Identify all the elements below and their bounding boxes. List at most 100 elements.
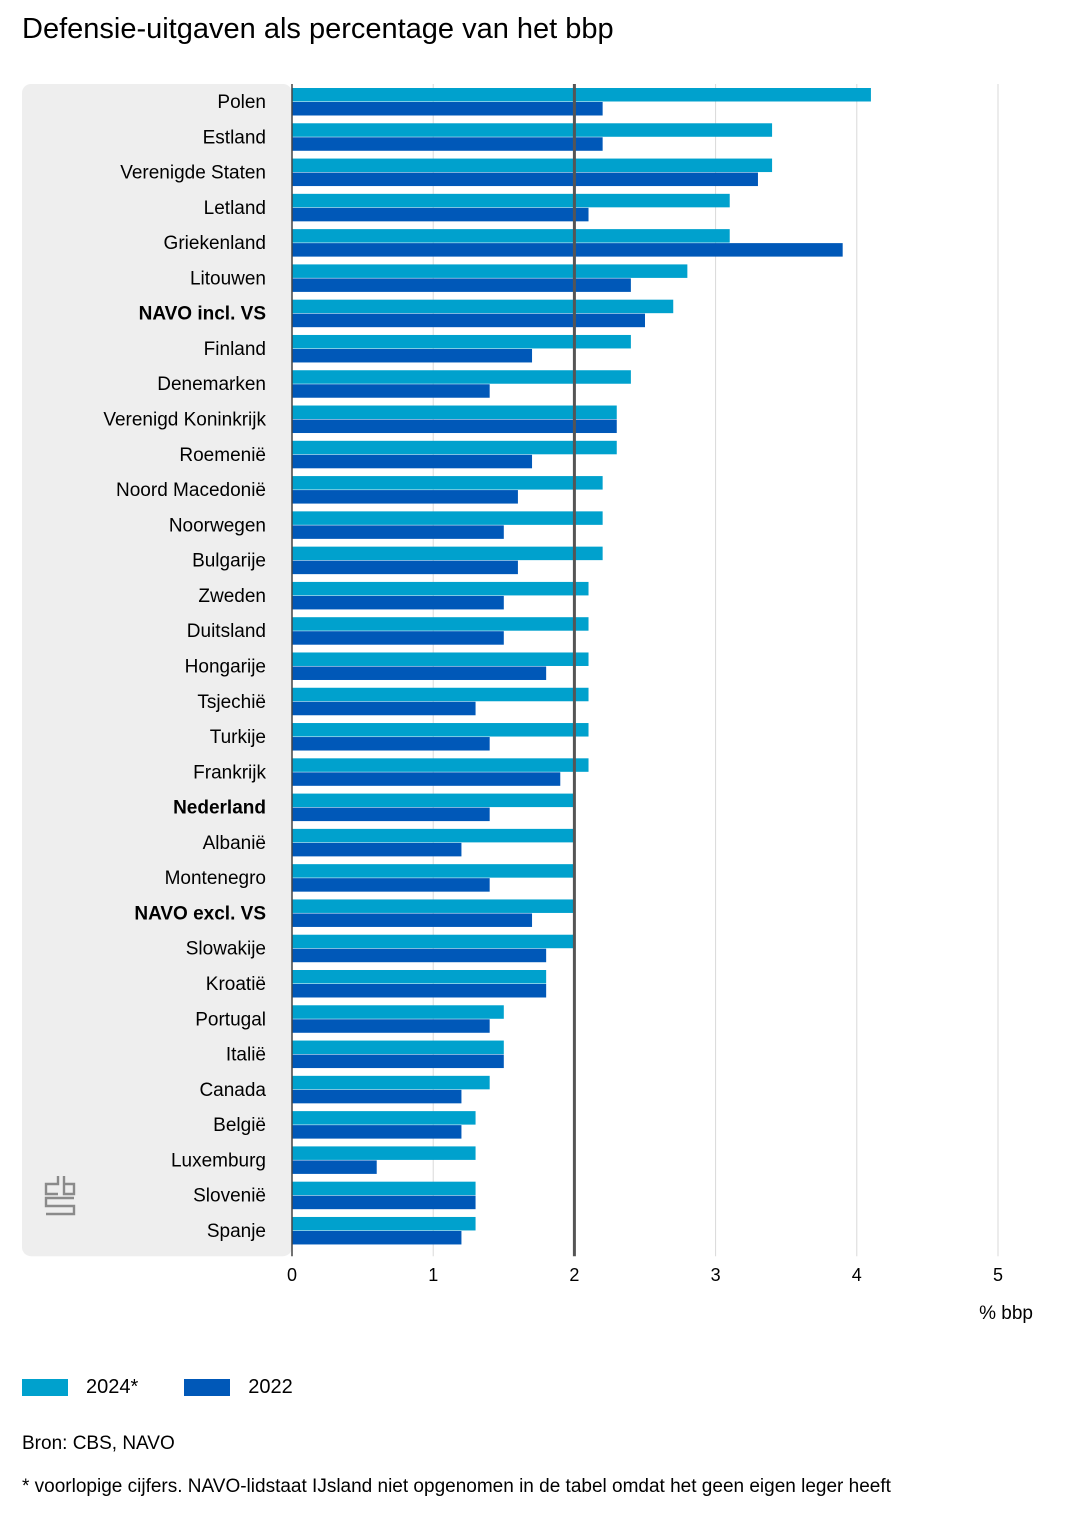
bar-navo-excl-vs-2024 [292,899,575,913]
bar-litouwen-2024 [292,264,688,278]
bar-noord-macedonie-2022 [292,490,518,504]
category-label-kroatie: Kroatië [206,974,266,995]
bar-polen-2022 [292,102,603,116]
bar-estland-2022 [292,137,603,151]
bar-tsjechie-2024 [292,687,589,702]
bar-slowakije-2022 [292,948,547,963]
x-tick-label-0: 0 [287,1265,297,1285]
bar-belgie-2022 [292,1125,462,1139]
bar-italie-2022 [292,1054,504,1069]
bar-zweden-2022 [292,595,504,610]
bar-noord-macedonie-2024 [292,476,603,490]
x-tick-label-1: 1 [428,1265,438,1285]
category-label-montenegro: Montenegro [165,868,266,889]
category-label-belgie: België [213,1115,266,1136]
category-label-verenigd-koninkrijk: Verenigd Koninkrijk [103,410,266,431]
bar-bulgarije-2022 [292,560,518,575]
bar-montenegro-2022 [292,878,490,892]
bar-griekenland-2022 [292,243,843,257]
bar-portugal-2024 [292,1005,504,1019]
chart-title: Defensie-uitgaven als percentage van het… [22,13,614,45]
bar-montenegro-2024 [292,864,575,878]
category-label-turkije: Turkije [210,727,266,748]
bar-belgie-2024 [292,1111,476,1125]
category-label-nederland: Nederland [173,798,266,819]
bar-navo-incl-vs-2022 [292,313,645,328]
bar-verenigd-koninkrijk-2022 [292,419,617,434]
bar-navo-excl-vs-2022 [292,913,533,927]
bar-tsjechie-2022 [292,701,476,716]
bar-nederland-2022 [292,807,490,822]
category-label-verenigde-staten: Verenigde Staten [120,163,266,184]
category-label-albanie: Albanië [203,833,266,854]
bar-griekenland-2024 [292,229,730,243]
x-axis-label: % bbp [979,1303,1033,1324]
category-label-duitsland: Duitsland [187,621,266,642]
bar-canada-2024 [292,1075,490,1090]
bar-spanje-2022 [292,1230,462,1245]
bar-albanie-2024 [292,828,575,843]
footnote: * voorlopige cijfers. NAVO-lidstaat IJsl… [22,1476,891,1497]
legend-label-2022: 2022 [248,1376,293,1398]
category-label-noord-macedonie: Noord Macedonië [116,480,266,501]
x-tick-label-3: 3 [711,1265,721,1285]
bar-bulgarije-2024 [292,546,603,561]
bar-turkije-2022 [292,737,490,751]
category-label-noorwegen: Noorwegen [169,515,266,536]
label-panel [22,84,292,1257]
category-label-griekenland: Griekenland [164,233,266,254]
bar-letland-2024 [292,193,730,208]
bar-zweden-2024 [292,581,589,596]
bar-verenigde-staten-2024 [292,158,773,173]
bar-spanje-2024 [292,1216,476,1231]
bar-denemarken-2024 [292,370,631,384]
bar-verenigde-staten-2022 [292,172,758,187]
bar-frankrijk-2022 [292,772,561,786]
category-label-polen: Polen [217,92,266,113]
bar-duitsland-2022 [292,631,504,645]
category-label-spanje: Spanje [207,1221,266,1242]
cbs-logo-stroke [44,1176,76,1216]
bar-nederland-2024 [292,793,575,808]
bar-roemenie-2022 [292,454,533,469]
x-tick-label-4: 4 [852,1265,862,1285]
category-label-navo-incl-vs: NAVO incl. VS [139,304,266,325]
legend-swatch-2022 [184,1379,231,1396]
bar-polen-2024 [292,88,871,102]
bar-turkije-2024 [292,723,589,737]
legend-label-2024: 2024* [86,1376,139,1398]
bar-kroatie-2024 [292,970,547,984]
cbs-logo [44,1176,76,1216]
cbs-logo-mark [44,1176,76,1216]
category-label-litouwen: Litouwen [190,268,266,289]
legend-item-2024: 2024* [22,1376,138,1399]
bar-hongarije-2024 [292,652,589,666]
bar-portugal-2022 [292,1019,490,1033]
source-note: Bron: CBS, NAVO [22,1433,175,1454]
x-tick-label-2: 2 [569,1265,579,1285]
bar-slovenie-2022 [292,1195,476,1210]
category-label-tsjechie: Tsjechië [197,692,266,713]
category-label-slovenie: Slovenië [193,1186,266,1207]
bar-italie-2024 [292,1040,504,1055]
bar-navo-incl-vs-2024 [292,299,674,314]
x-tick-label-5: 5 [993,1265,1003,1285]
bar-chart: 0 1 2 3 4 5 % bbp Polen Estland Verenigde Staten… [22,84,1033,1324]
category-label-italie: Italië [226,1045,266,1066]
bar-verenigd-koninkrijk-2024 [292,405,617,420]
category-label-bulgarije: Bulgarije [192,551,266,572]
category-label-frankrijk: Frankrijk [193,762,266,783]
bar-litouwen-2022 [292,278,631,292]
bar-estland-2024 [292,123,773,137]
bar-frankrijk-2024 [292,758,589,772]
legend-swatch-2024 [22,1379,68,1396]
bar-luxemburg-2024 [292,1146,476,1160]
bar-slovenie-2024 [292,1181,476,1196]
bar-canada-2022 [292,1089,462,1104]
legend-item-2022: 2022 [184,1376,293,1399]
category-label-canada: Canada [199,1080,266,1101]
bar-denemarken-2022 [292,384,490,398]
bar-luxemburg-2022 [292,1160,377,1174]
category-label-estland: Estland [203,127,266,148]
category-label-letland: Letland [204,198,266,219]
